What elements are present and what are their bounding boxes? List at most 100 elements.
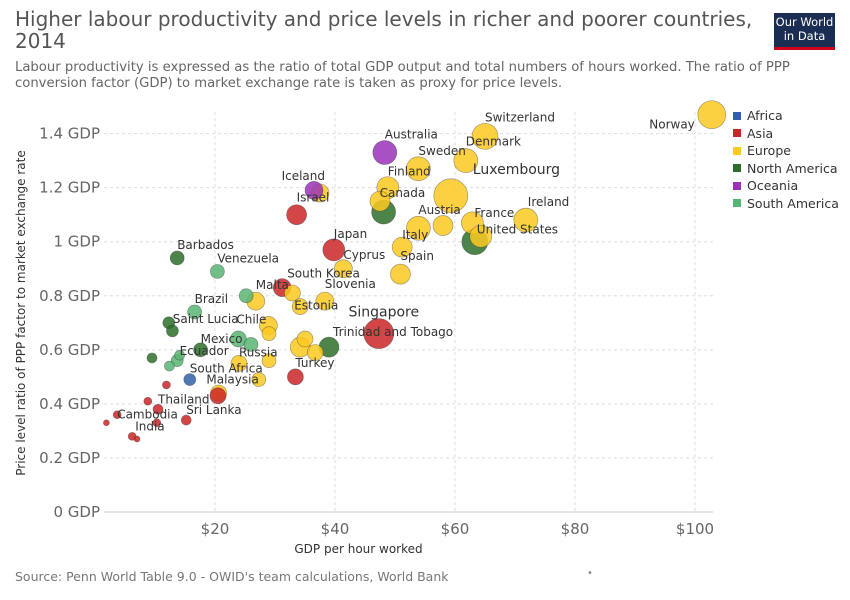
y-tick-label: 0 GDP bbox=[53, 503, 100, 521]
data-point bbox=[261, 353, 277, 368]
data-point bbox=[183, 373, 197, 386]
data-point bbox=[238, 288, 254, 304]
y-tick-label: 0.4 GDP bbox=[39, 395, 100, 413]
point-label: Thailand bbox=[157, 392, 210, 406]
y-tick-label: 0.2 GDP bbox=[39, 449, 100, 467]
point-label: Turkey bbox=[294, 356, 334, 370]
data-point bbox=[296, 330, 314, 348]
legend-item[interactable]: Africa bbox=[733, 107, 839, 125]
legend-item[interactable]: Europe bbox=[733, 142, 839, 160]
point-label: Brazil bbox=[195, 292, 229, 306]
source-note: Source: Penn World Table 9.0 - OWID's te… bbox=[15, 569, 449, 584]
data-point bbox=[433, 178, 469, 214]
legend-label: Africa bbox=[747, 108, 783, 123]
legend-label: Europe bbox=[747, 143, 791, 158]
legend-item[interactable]: Oceania bbox=[733, 177, 839, 195]
logo-line-2: in Data bbox=[783, 29, 826, 43]
data-point bbox=[322, 238, 346, 262]
data-point bbox=[406, 215, 431, 241]
legend-swatch bbox=[733, 181, 741, 190]
point-label: Cyprus bbox=[343, 248, 385, 262]
data-point bbox=[230, 355, 248, 372]
legend-swatch bbox=[733, 111, 741, 120]
data-point bbox=[112, 410, 122, 420]
point-label: South Africa bbox=[190, 362, 263, 376]
point-label: Norway bbox=[649, 118, 695, 132]
data-point bbox=[187, 304, 202, 320]
point-label: Italy bbox=[402, 228, 428, 242]
logo-line-1: Our World bbox=[775, 15, 834, 29]
data-point bbox=[513, 207, 539, 233]
data-point bbox=[162, 380, 171, 390]
point-label: Australia bbox=[385, 128, 438, 142]
point-label: Ecuador bbox=[180, 344, 229, 358]
point-label: Ireland bbox=[528, 195, 570, 209]
point-label: Estonia bbox=[294, 299, 338, 313]
x-axis-label: GDP per hour worked bbox=[294, 542, 422, 556]
data-point bbox=[469, 224, 493, 248]
x-tick-label: $20 bbox=[201, 520, 230, 538]
point-label: United States bbox=[477, 223, 558, 237]
data-point bbox=[180, 414, 192, 426]
data-point bbox=[174, 349, 185, 361]
x-tick-label: $60 bbox=[441, 520, 470, 538]
point-label: France bbox=[474, 206, 514, 220]
point-label: Sri Lanka bbox=[186, 403, 241, 417]
data-point bbox=[697, 100, 727, 130]
point-label: Malta bbox=[256, 278, 289, 292]
point-label: Canada bbox=[380, 186, 426, 200]
data-point bbox=[143, 396, 153, 406]
owid-logo[interactable]: Our World in Data bbox=[774, 13, 835, 50]
legend-label: South America bbox=[747, 195, 839, 211]
x-tick-label: $40 bbox=[321, 520, 350, 538]
point-label: Chile bbox=[236, 313, 266, 327]
chart-title: Higher labour productivity and price lev… bbox=[15, 7, 753, 53]
legend-item[interactable]: North America bbox=[733, 160, 839, 178]
point-label: Denmark bbox=[466, 135, 521, 149]
legend-item[interactable]: Asia bbox=[733, 125, 839, 143]
data-point bbox=[193, 342, 208, 358]
point-label: Iceland bbox=[282, 169, 325, 183]
data-point bbox=[287, 368, 304, 386]
data-point bbox=[166, 324, 179, 338]
point-label: Spain bbox=[400, 249, 434, 263]
point-label: Singapore bbox=[348, 305, 419, 321]
point-label: Mexico bbox=[201, 332, 243, 346]
y-axis-label: Price level ratio of PPP factor to marke… bbox=[14, 150, 28, 475]
data-point bbox=[133, 435, 141, 443]
data-point bbox=[372, 140, 398, 165]
footer-dot: • bbox=[587, 568, 593, 579]
data-point bbox=[152, 403, 164, 415]
point-label: Switzerland bbox=[485, 110, 555, 124]
data-point bbox=[209, 387, 227, 405]
data-point bbox=[152, 418, 162, 428]
data-point bbox=[432, 215, 454, 236]
data-point bbox=[390, 263, 411, 285]
data-point bbox=[315, 291, 335, 311]
data-point bbox=[304, 181, 324, 200]
data-point bbox=[251, 372, 267, 387]
point-label: India bbox=[135, 419, 164, 433]
legend-item[interactable]: South America bbox=[733, 195, 839, 213]
data-point bbox=[230, 330, 247, 348]
data-point bbox=[363, 318, 395, 349]
legend-label: Asia bbox=[747, 125, 774, 141]
data-point bbox=[243, 337, 259, 352]
x-tick-label: $80 bbox=[561, 520, 590, 538]
point-label: Cambodia bbox=[117, 408, 178, 422]
legend-label: North America bbox=[747, 160, 838, 176]
legend-swatch bbox=[733, 164, 741, 172]
legend: Africa Asia Europe North America Oceania Sout… bbox=[733, 107, 839, 212]
legend-label: Oceania bbox=[747, 178, 799, 193]
point-label: Austria bbox=[418, 203, 460, 217]
point-label: Malaysia bbox=[206, 373, 258, 387]
point-label: Saint Lucia bbox=[173, 312, 239, 326]
point-label: Sweden bbox=[418, 144, 465, 158]
y-tick-label: 0.8 GDP bbox=[39, 287, 100, 305]
data-point bbox=[210, 264, 225, 279]
legend-swatch bbox=[733, 146, 741, 155]
data-point bbox=[306, 344, 324, 361]
data-point bbox=[453, 148, 479, 173]
point-label: Venezuela bbox=[217, 251, 279, 265]
